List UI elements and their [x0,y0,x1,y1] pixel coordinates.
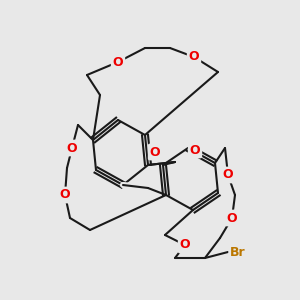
Text: O: O [190,143,200,157]
Text: O: O [227,212,237,224]
Text: O: O [223,169,233,182]
Text: O: O [189,50,199,64]
Text: O: O [67,142,77,154]
Text: O: O [113,56,123,68]
Text: O: O [180,238,190,251]
Text: O: O [60,188,70,202]
Text: O: O [150,146,160,158]
Text: Br: Br [230,245,246,259]
